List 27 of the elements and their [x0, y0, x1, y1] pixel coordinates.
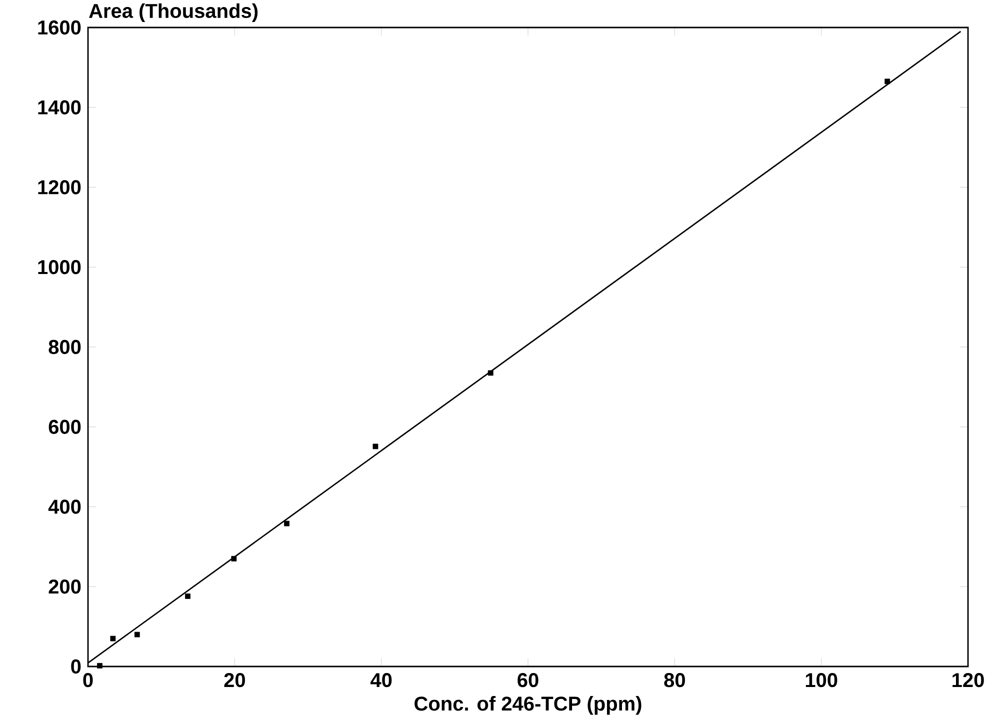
y-tick-label: 1000 [38, 260, 81, 274]
y-tick-label: 1400 [38, 100, 81, 115]
point [488, 370, 494, 376]
y-tick-label: 800 [48, 340, 81, 354]
point [110, 636, 116, 642]
point [884, 78, 890, 84]
point [284, 521, 290, 526]
y-tick-label: 600 [48, 420, 81, 434]
y-tick-label: 200 [48, 580, 81, 594]
y-tick-label: 0 [71, 660, 81, 674]
y-tick-label: 1200 [38, 180, 81, 195]
point [231, 556, 237, 562]
point [185, 594, 190, 600]
x-tick-label: 20 [224, 673, 245, 688]
x-tick-label: 60 [518, 673, 538, 688]
x-tick-label: 120 [952, 673, 984, 688]
x-tick-label: 40 [370, 673, 392, 688]
x-tick-label: 100 [806, 673, 838, 688]
point [372, 444, 378, 450]
x-axis-title: Conc. of 246-TCP (ppm) [414, 696, 642, 715]
x-tick-label: 0 [83, 673, 93, 688]
point [97, 663, 102, 669]
x-tick-label: 80 [664, 673, 685, 688]
y-tick-label: 400 [48, 500, 81, 514]
y-tick-label: 1600 [38, 20, 81, 35]
y-axis-title: Area (Thousands) [89, 4, 258, 22]
point [134, 632, 140, 638]
